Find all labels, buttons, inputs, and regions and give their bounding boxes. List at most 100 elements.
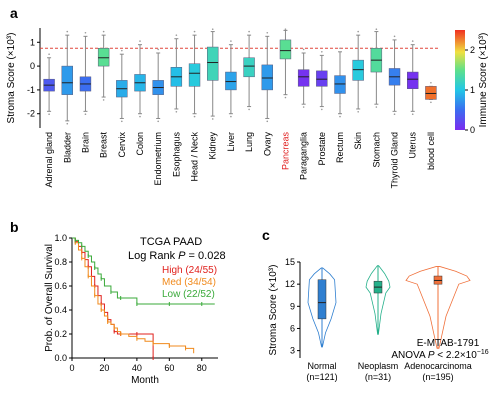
panel-b-title: TCGA PAAD [140,236,202,248]
panel-b-xtick-label: 40 [132,363,142,373]
violin-outline [405,266,471,349]
colorbar-tick-label: 2 [470,45,475,55]
km-curve-med [72,237,195,354]
outlier-point [302,106,305,108]
outlier-point [411,40,414,42]
colorbar-gradient [455,30,465,130]
outlier-point [84,113,87,115]
panel-b-ytick-label: 1.0 [54,233,67,243]
panel-label-c: c [262,227,270,243]
outlier-point [193,30,196,33]
outlier-point [430,101,432,104]
panel-c-dataset: E-MTAB-1791 [417,338,480,349]
outlier-point [66,30,69,33]
panel-c-group-n: (n=121) [306,372,337,382]
panel-a-box-rectum [334,47,346,118]
box [188,63,201,87]
panel-a-category-label: Uterus [408,132,418,159]
outlier-point [321,51,323,53]
panel-b-xtick-label: 0 [69,363,74,373]
panel-b-survival: Prob. of Overall Survival Month 0.0 0.2 0.… [44,233,226,386]
panel-a-box-bladder [61,30,73,125]
outlier-point [321,108,323,111]
box [61,65,73,95]
outlier-point [193,115,196,118]
violin-outline [307,267,337,348]
panel-a-box-thyroid-gland [388,35,401,115]
outlier-point [48,113,50,115]
panel-a-ytick-label: -1 [27,85,35,95]
panel-label-a: a [10,5,18,21]
panel-c-ytick-label: 6 [290,323,295,333]
panel-b-stat: Log Rank P = 0.028 [128,250,226,262]
colorbar-tick-label: 1 [470,85,475,95]
panel-a-category-label: Lung [244,132,254,152]
panel-c-group-n: (n=195) [422,372,453,382]
panel-a-category-label: Skin [353,132,363,150]
violin-box [317,279,327,320]
panel-b-xtick-label: 60 [164,363,174,373]
outlier-point [102,99,105,101]
outlier-point [411,113,414,115]
outlier-point [175,34,178,36]
panel-a-box-breast [97,30,110,101]
panel-c-group-label: Adenocarcinoma [404,361,472,371]
panel-a-box-liver [225,40,237,118]
outlier-point [175,111,178,113]
panel-c-group-label: Neoplasm [358,361,399,371]
panel-a-ylabel: Stroma Score (×10³) [6,33,17,124]
panel-c-group-n: (n=31) [365,372,391,382]
panel-a-box-brain [79,31,92,115]
panel-a-box-head-neck [188,30,201,118]
outlier-point [48,53,50,55]
panel-b-xlabel: Month [131,375,159,386]
violin-normal [307,267,337,348]
outlier-point [102,30,105,33]
panel-a-box-prostate [316,51,328,111]
panel-a-category-label: Brain [80,132,90,153]
outlier-point [248,30,250,33]
panel-a-category-label: Breast [99,132,109,159]
panel-c-ytick-label: 15 [285,257,295,267]
box [316,70,328,87]
panel-a-box-paraganglia [297,48,310,108]
panel-c-ytick-label: 9 [290,301,295,311]
outlier-point [230,40,232,42]
panel-a-category-label: blood cell [426,132,436,170]
panel-a-category-label: Ovary [262,132,272,157]
box [207,46,219,81]
panel-a-category-label: Bladder [62,132,72,163]
box [97,47,110,67]
outlier-point [393,113,396,115]
outlier-point [211,28,214,30]
outlier-point [284,28,287,30]
legend-entry-low: Low (22/52) [162,289,215,300]
panel-a-category-label: Colon [135,132,145,156]
outlier-point [339,115,341,118]
box [425,86,437,100]
panel-c-ytick-label: 12 [285,279,295,289]
panel-c-ytick-label: 3 [290,346,295,356]
outlier-point [284,96,287,99]
outlier-point [339,47,341,50]
outlier-point [121,120,123,123]
box [352,59,364,81]
panel-a-category-label: Head / Neck [190,132,200,182]
panel-a-category-label: Pancreas [280,132,290,171]
legend-entry-med: Med (34/54) [162,277,216,288]
outlier-point [248,108,250,111]
panel-a-category-label: Rectum [335,132,345,163]
outlier-point [375,28,378,30]
panel-label-b: b [10,219,19,235]
panel-a-category-label: Cervix [117,132,127,158]
violin-neoplasm [365,265,391,335]
panel-b-xtick-label: 20 [99,363,109,373]
panel-a-box-skin [352,30,364,113]
panel-c-violin: Stroma Score (×10³) 3 6 9 12 15 Normal(n=121… [268,257,489,382]
box [334,75,346,94]
outlier-point [357,30,359,33]
panel-a-box-uterus [407,40,419,115]
panel-b-ytick-label: 0.0 [54,353,67,363]
outlier-point [302,48,305,51]
panel-a-box-blood-cell [425,81,437,104]
